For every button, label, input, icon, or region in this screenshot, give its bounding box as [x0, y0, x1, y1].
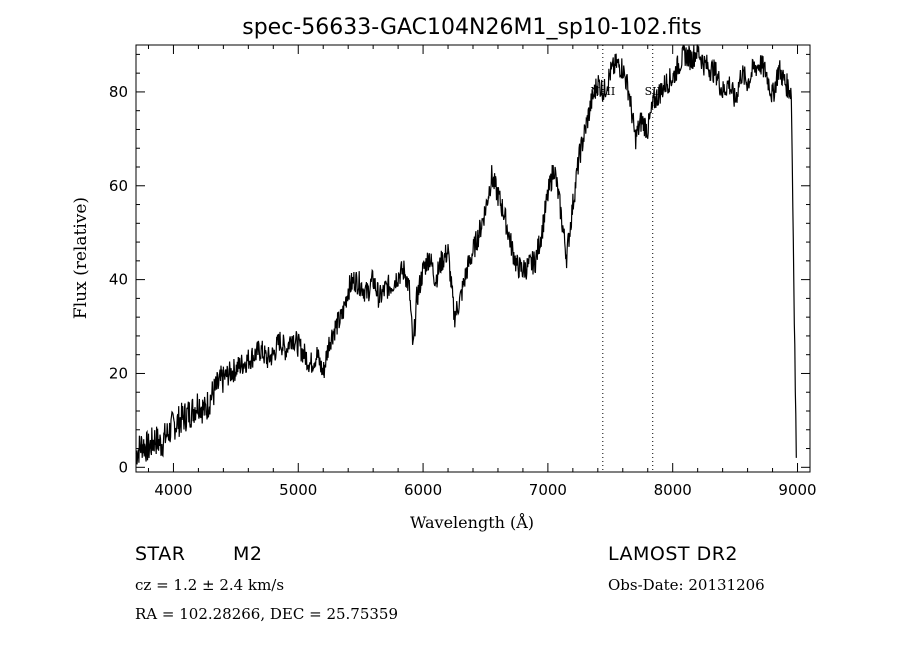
x-axis-label: Wavelength (Å) [410, 512, 534, 532]
object-type: STAR [135, 543, 186, 565]
redshift-velocity: cz = 1.2 ± 2.4 km/s [135, 576, 285, 594]
plot-frame [135, 44, 811, 473]
y-axis-label: Flux (relative) [71, 197, 91, 319]
x-tick-label: 8000 [654, 481, 692, 499]
x-tick-label: 9000 [778, 481, 816, 499]
coordinates: RA = 102.28266, DEC = 25.75359 [135, 605, 399, 623]
survey-name: LAMOST DR2 [608, 543, 738, 565]
y-tick-label: 20 [109, 364, 128, 382]
reference-lines: NaII SII [590, 45, 661, 472]
observation-date: Obs-Date: 20131206 [608, 576, 765, 594]
x-tick-label: 5000 [279, 481, 317, 499]
object-subclass: M2 [233, 543, 263, 565]
x-tick-label: 4000 [154, 481, 192, 499]
y-tick-label: 0 [118, 458, 128, 476]
y-tick-label: 80 [109, 83, 128, 101]
x-tick-label: 6000 [404, 481, 442, 499]
axis-ticks: 4000 5000 6000 7000 8000 9000 0 20 40 60 80 [109, 45, 817, 499]
chart-title: spec-56633-GAC104N26M1_sp10-102.fits [242, 15, 702, 40]
x-tick-label: 7000 [529, 481, 567, 499]
spectrum-line [135, 44, 797, 465]
y-tick-label: 40 [109, 271, 128, 289]
y-tick-label: 60 [109, 177, 128, 195]
